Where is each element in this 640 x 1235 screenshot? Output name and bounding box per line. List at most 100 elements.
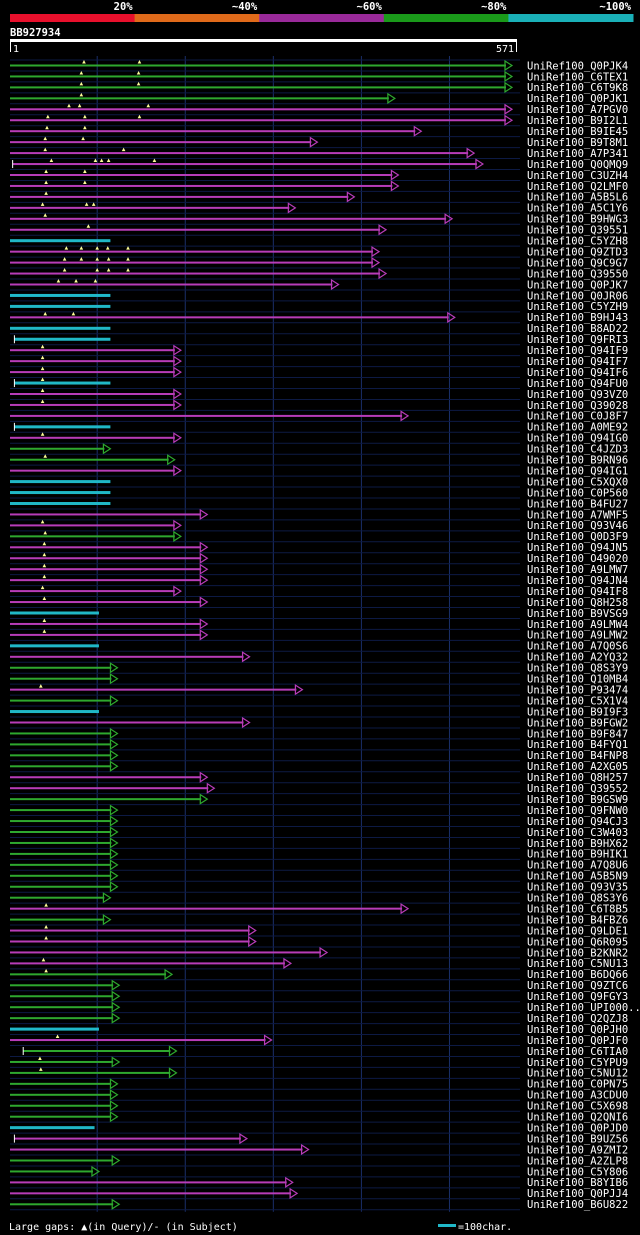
hit-label[interactable]: UniRef100_C6T9K8 [527,82,628,94]
hit-label[interactable]: UniRef100_A7WMF5 [527,509,628,521]
hit-label[interactable]: UniRef100_B9I9F3 [527,706,628,718]
hit-label[interactable]: UniRef100_B4FU27 [527,498,628,510]
hit-label[interactable]: UniRef100_B9VSG9 [527,608,628,620]
hit-label[interactable]: UniRef100_A7PGV0 [527,104,628,116]
hit-label[interactable]: UniRef100_A0ME92 [527,422,628,434]
hit-label[interactable]: UniRef100_B9HIK1 [527,849,628,861]
hit-label[interactable]: UniRef100_B9HX62 [527,838,628,850]
hit-label[interactable]: UniRef100_Q0QMQ9 [527,159,628,171]
hit-label[interactable]: UniRef100_A2ZLP8 [527,1155,628,1167]
hit-label[interactable]: UniRef100_B6U822 [527,1199,628,1211]
hit-label[interactable]: UniRef100_Q93VZ0 [527,389,628,401]
hit-label[interactable]: UniRef100_Q94IF6 [527,367,628,379]
hit-label[interactable]: UniRef100_Q94IG1 [527,465,628,477]
hit-label[interactable]: UniRef100_B4FBZ6 [527,914,628,926]
hit-label[interactable]: UniRef100_Q6R095 [527,936,628,948]
hit-label[interactable]: UniRef100_A9ZMI2 [527,1144,628,1156]
hit-label[interactable]: UniRef100_A7Q8U6 [527,860,628,872]
hit-label[interactable]: UniRef100_Q0JR06 [527,290,628,302]
hit-label[interactable]: UniRef100_P93474 [527,684,628,696]
hit-label[interactable]: UniRef100_A9LMW2 [527,630,628,642]
hit-label[interactable]: UniRef100_Q94IG0 [527,433,628,445]
hit-label[interactable]: UniRef100_B2KNR2 [527,947,628,959]
hit-label[interactable]: UniRef100_A9LMW7 [527,564,628,576]
hit-label[interactable]: UniRef100_Q94IF7 [527,356,628,368]
hit-label[interactable]: UniRef100_B9GSW9 [527,794,628,806]
hit-label[interactable]: UniRef100_C3W403 [527,827,628,839]
hit-label[interactable]: UniRef100_B9HWG3 [527,214,628,226]
hit-label[interactable]: UniRef100_B8AD22 [527,323,628,335]
hit-label[interactable]: UniRef100_Q39551 [527,225,628,237]
hit-label[interactable]: UniRef100_A5B5N9 [527,871,628,883]
hit-label[interactable]: UniRef100_C0P560 [527,487,628,499]
hit-label[interactable]: UniRef100_Q9LDE1 [527,925,628,937]
hit-label[interactable]: UniRef100_Q93V46 [527,520,628,532]
hit-label[interactable]: UniRef100_Q94CJ3 [527,816,628,828]
hit-label[interactable]: UniRef100_B4FYQ1 [527,739,628,751]
hit-label[interactable]: UniRef100_Q2QZJ8 [527,1013,628,1025]
hit-label[interactable]: UniRef100_B9UZ56 [527,1133,628,1145]
hit-label[interactable]: UniRef100_Q93V35 [527,882,628,894]
hit-label[interactable]: UniRef100_A9LMW4 [527,619,628,631]
hit-label[interactable]: UniRef100_Q9FNW0 [527,805,628,817]
hit-label[interactable]: UniRef100_Q8S3Y9 [527,663,628,675]
hit-label[interactable]: UniRef100_A2YQ32 [527,652,628,664]
hit-label[interactable]: UniRef100_C5NU12 [527,1068,628,1080]
hit-label[interactable]: UniRef100_Q0PJJ4 [527,1188,628,1200]
hit-label[interactable]: UniRef100_A5B5L6 [527,192,628,204]
hit-label[interactable]: UniRef100_Q39028 [527,400,628,412]
hit-label[interactable]: UniRef100_A3CDU0 [527,1090,628,1102]
hit-label[interactable]: UniRef100_C5XQX0 [527,476,628,488]
hit-label[interactable]: UniRef100_Q94JN5 [527,542,628,554]
hit-label[interactable]: UniRef100_Q9FRI3 [527,334,628,346]
hit-label[interactable]: UniRef100_A2XG05 [527,761,628,773]
hit-label[interactable]: UniRef100_Q9FGY3 [527,991,628,1003]
hit-label[interactable]: UniRef100_C6TIA0 [527,1046,628,1058]
hit-label[interactable]: UniRef100_C5Y806 [527,1166,628,1178]
hit-label[interactable]: UniRef100_B9IE45 [527,126,628,138]
hit-label[interactable]: UniRef100_C5X698 [527,1101,628,1113]
hit-label[interactable]: UniRef100_C5YZH8 [527,236,628,248]
hit-label[interactable]: UniRef100_A7Q0S6 [527,641,628,653]
hit-label[interactable]: UniRef100_Q0PJF0 [527,1035,628,1047]
hit-label[interactable]: UniRef100_Q39550 [527,268,628,280]
hit-label[interactable]: UniRef100_Q8H258 [527,597,628,609]
hit-label[interactable]: UniRef100_Q9ZTD3 [527,246,628,258]
hit-label[interactable]: UniRef100_B9T8M1 [527,137,628,149]
hit-label[interactable]: UniRef100_B9HJ43 [527,312,628,324]
hit-label[interactable]: UniRef100_C0PN75 [527,1079,628,1091]
hit-label[interactable]: UniRef100_B4FNP8 [527,750,628,762]
hit-label[interactable]: UniRef100_C5YPU9 [527,1057,628,1069]
hit-label[interactable]: UniRef100_Q94FU0 [527,378,628,390]
hit-label[interactable]: UniRef100_Q8S3Y6 [527,893,628,905]
hit-label[interactable]: UniRef100_Q9C9G7 [527,257,628,269]
hit-label[interactable]: UniRef100_Q0PJK1 [527,93,628,105]
hit-label[interactable]: UniRef100_B9FGW2 [527,717,628,729]
hit-label[interactable]: UniRef100_C5X1V4 [527,695,628,707]
hit-label[interactable]: UniRef100_Q9ZTC6 [527,980,628,992]
hit-label[interactable]: UniRef100_Q8H257 [527,772,628,784]
hit-label[interactable]: UniRef100_B9RN96 [527,455,628,467]
hit-label[interactable]: UniRef100_Q0PJD0 [527,1122,628,1134]
hit-label[interactable]: UniRef100_A7P341 [527,148,628,160]
hit-label[interactable]: UniRef100_C6T8B5 [527,903,628,915]
hit-label[interactable]: UniRef100_C6TEX1 [527,71,628,83]
hit-label[interactable]: UniRef100_Q2LMF0 [527,181,628,193]
hit-label[interactable]: UniRef100_B6DQ66 [527,969,628,981]
hit-label[interactable]: UniRef100_Q10MB4 [527,674,628,686]
hit-label[interactable]: UniRef100_Q94JN4 [527,575,628,587]
hit-label[interactable]: UniRef100_B8YIB6 [527,1177,628,1189]
hit-label[interactable]: UniRef100_Q94IF8 [527,586,628,598]
hit-label[interactable]: UniRef100_B9I2L1 [527,115,628,127]
hit-label[interactable]: UniRef100_Q0PJK4 [527,60,628,72]
hit-label[interactable]: UniRef100_C5NU13 [527,958,628,970]
hit-label[interactable]: UniRef100_A5C1Y6 [527,203,628,215]
hit-label[interactable]: UniRef100_Q2QNI6 [527,1112,628,1124]
hit-label[interactable]: UniRef100_Q94IF9 [527,345,628,357]
hit-label[interactable]: UniRef100_C3UZH4 [527,170,628,182]
hit-label[interactable]: UniRef100_C5YZH9 [527,301,628,313]
hit-label[interactable]: UniRef100_C0J8F7 [527,411,628,423]
hit-label[interactable]: UniRef100_Q39552 [527,783,628,795]
hit-label[interactable]: UniRef100_Q0PJH0 [527,1024,628,1036]
hit-label[interactable]: UniRef100_O49020 [527,553,628,565]
